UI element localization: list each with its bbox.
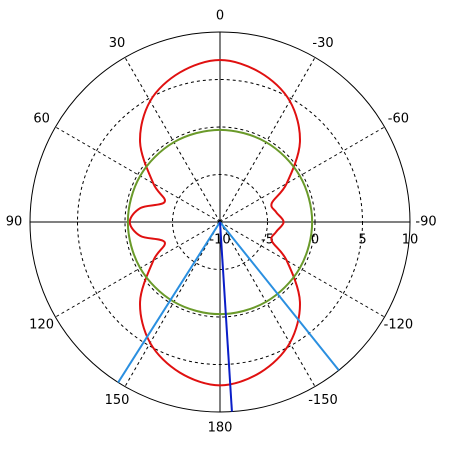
radial-tick-label: 10 (402, 233, 419, 248)
pattern-line (219, 221, 340, 371)
grid-spoke (55, 221, 221, 318)
grid-spoke (219, 221, 385, 318)
radial-tick-label: 0 (311, 233, 319, 248)
angle-tick-label: -60 (388, 112, 409, 127)
angle-tick-label: 30 (109, 36, 126, 51)
grid-spoke (219, 57, 316, 223)
angle-tick-label: 0 (216, 9, 224, 24)
pattern-line (126, 128, 314, 316)
grid-spoke (124, 57, 221, 223)
grid-spoke (219, 221, 316, 387)
radial-tick-label: -10 (209, 233, 230, 248)
angle-tick-label: 150 (105, 393, 130, 408)
angle-tick-label: -90 (415, 215, 436, 230)
radial-tick-label: 5 (358, 233, 366, 248)
pattern-line (128, 59, 301, 387)
grid-spoke (55, 126, 221, 223)
angle-tick-label: 120 (29, 318, 54, 333)
angle-tick-label: -30 (312, 36, 333, 51)
pattern-line (117, 221, 221, 383)
angle-tick-label: -150 (308, 393, 338, 408)
angle-tick-label: 180 (208, 421, 233, 436)
grid-spoke (219, 126, 385, 223)
angle-tick-label: -120 (384, 318, 414, 333)
pattern-line (219, 221, 233, 412)
grid-spoke (124, 221, 221, 387)
angle-tick-label: 60 (33, 112, 50, 127)
angle-tick-label: 90 (6, 215, 23, 230)
radial-tick-label: -5 (261, 233, 274, 248)
